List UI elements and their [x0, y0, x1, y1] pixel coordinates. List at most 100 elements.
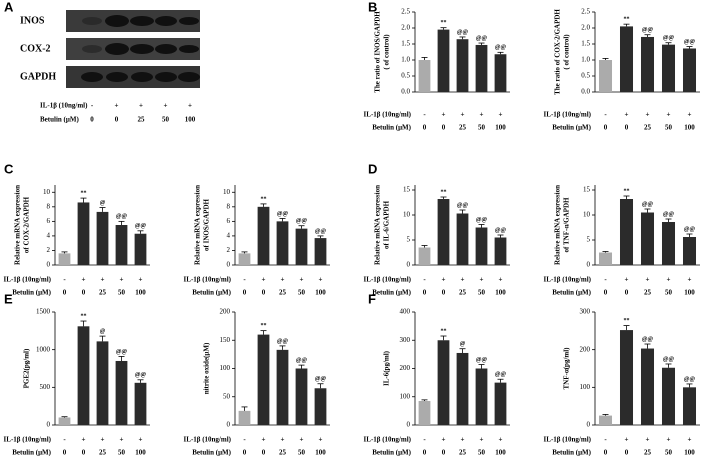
y-tick-label: 10 [583, 211, 591, 219]
significance-label: ** [624, 17, 630, 23]
treatment-name: IL-1β (10ng/ml) [544, 111, 592, 119]
y-tick-label: 10 [43, 188, 51, 196]
y-tick-label: 15 [403, 186, 411, 194]
bar [418, 400, 431, 425]
significance-label: @@ [495, 45, 507, 51]
bar [134, 233, 147, 265]
treatment-level: 50 [665, 289, 673, 297]
treatment-level: 0 [63, 449, 67, 457]
treatment-name: IL-1β (10ng/ml) [40, 102, 88, 110]
significance-label: @ [460, 341, 466, 347]
treatment-level: + [688, 111, 692, 119]
error-bar [459, 209, 466, 214]
error-bar [421, 245, 428, 248]
error-bar [623, 325, 630, 331]
treatment-level: 50 [665, 124, 673, 132]
y-tick-label: 2 [47, 246, 51, 254]
y-tick-label: 50 [223, 392, 231, 400]
treatment-level: + [667, 436, 671, 444]
error-bar [440, 196, 447, 199]
error-bar [421, 399, 428, 401]
treatment-level: + [120, 276, 124, 284]
significance-label: @@ [642, 27, 654, 33]
error-bar [497, 234, 504, 238]
y-tick-label: 0 [47, 421, 51, 429]
treatment-level: + [101, 436, 105, 444]
treatment-level: 0 [63, 289, 67, 297]
significance-label: @@ [642, 201, 654, 207]
treatment-level: - [423, 436, 426, 444]
error-bar [459, 348, 466, 353]
error-bar [440, 27, 447, 30]
error-bar [298, 364, 305, 369]
significance-label: @@ [296, 357, 308, 363]
error-bar [644, 343, 651, 349]
bar [295, 228, 308, 265]
significance-label: @@ [684, 226, 696, 232]
bar [619, 199, 634, 265]
treatment-name: Betulin (μM) [372, 449, 411, 457]
treatment-level: 50 [118, 289, 126, 297]
bar [661, 44, 676, 92]
treatment-level: + [480, 276, 484, 284]
y-tick-label: 2.0 [401, 24, 410, 32]
treatment-level: - [423, 111, 426, 119]
treatment-name: Betulin (μM) [552, 124, 591, 132]
bar [682, 387, 697, 425]
treatment-name: Betulin (μM) [40, 116, 79, 124]
bar [437, 199, 450, 265]
y-tick-label: 100 [400, 392, 411, 400]
treatment-level: + [480, 111, 484, 119]
significance-label: @@ [135, 223, 147, 229]
y-tick-label: 1000 [36, 345, 51, 353]
y-tick-label: 10 [223, 188, 231, 196]
treatment-level: 100 [315, 289, 326, 297]
y-tick-label: 200 [400, 364, 411, 372]
bar [58, 417, 71, 425]
bar [437, 29, 450, 93]
y-axis-label: ( of control) [383, 34, 391, 70]
bar [257, 334, 270, 425]
treatment-level: 100 [495, 124, 506, 132]
error-bar [317, 383, 324, 389]
y-axis-label: of INOS/GAPDH [203, 198, 211, 250]
bar [276, 349, 289, 425]
treatment-level: 0 [262, 289, 266, 297]
y-tick-label: 0 [227, 421, 231, 429]
y-tick-label: 2.5 [581, 8, 590, 16]
error-bar [118, 220, 125, 225]
error-bar [80, 320, 87, 327]
treatment-name: IL-1β (10ng/ml) [4, 276, 52, 284]
error-bar [686, 46, 693, 49]
treatment-level: + [139, 102, 143, 110]
bar [494, 54, 507, 92]
treatment-level: + [646, 436, 650, 444]
error-bar [279, 345, 286, 350]
y-tick-label: 2.0 [581, 24, 590, 32]
error-bar [478, 224, 485, 228]
treatment-level: 50 [478, 124, 486, 132]
y-axis-label: TNF-α(pg/ml) [563, 347, 571, 390]
y-axis-label: PGE2(pg/ml) [23, 348, 31, 388]
significance-label: ** [441, 20, 447, 26]
bar [640, 36, 655, 92]
treatment-level: 25 [459, 449, 467, 457]
treatment-level: 0 [604, 124, 608, 132]
treatment-name: IL-1β (10ng/ml) [544, 436, 592, 444]
bar [475, 368, 488, 425]
treatment-level: + [262, 436, 266, 444]
error-bar [317, 235, 324, 239]
y-tick-label: 8 [227, 202, 231, 210]
treatment-level: + [139, 436, 143, 444]
treatment-level: + [164, 102, 168, 110]
y-tick-label: 300 [580, 308, 591, 316]
treatment-level: 0 [82, 449, 86, 457]
treatment-level: + [319, 436, 323, 444]
significance-label: ** [624, 188, 630, 194]
treatment-name: IL-1β (10ng/ml) [364, 276, 412, 284]
y-tick-label: 0.0 [581, 88, 590, 96]
error-bar [686, 233, 693, 237]
treatment-level: - [604, 111, 607, 119]
y-tick-label: 0 [227, 261, 231, 269]
y-tick-label: 150 [220, 336, 231, 344]
